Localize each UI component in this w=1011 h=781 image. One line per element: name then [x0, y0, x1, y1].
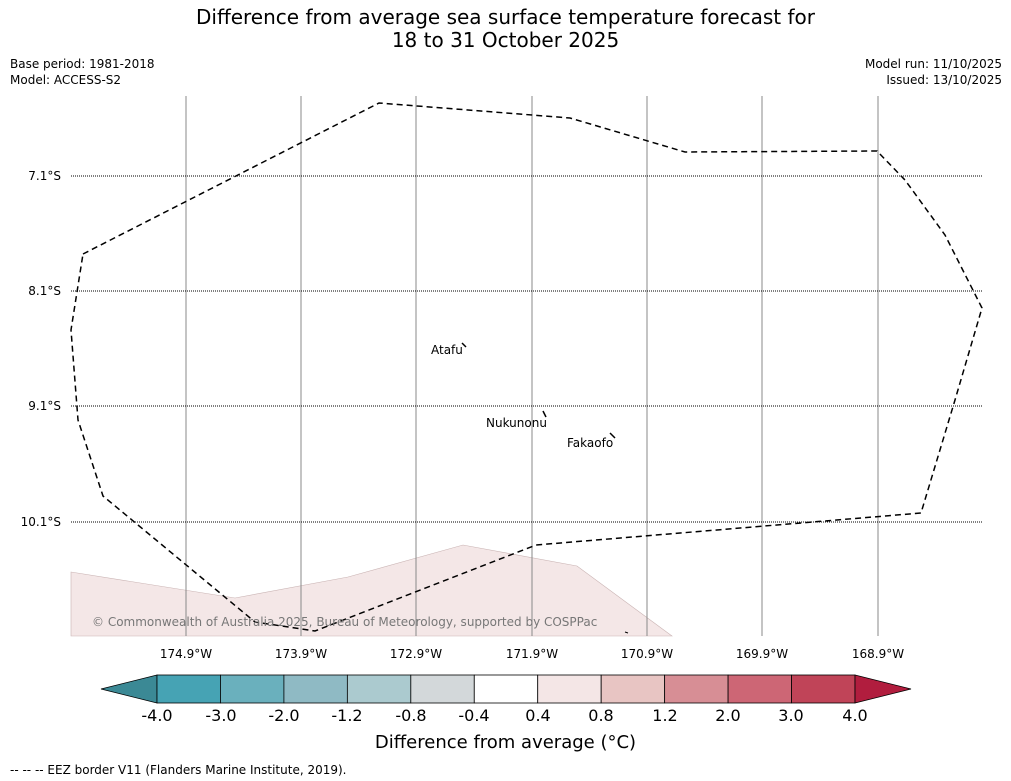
map-title: Difference from average sea surface temp… — [0, 6, 1011, 52]
colorbar-min-extension — [100, 674, 158, 704]
fakaofo-island-shape — [609, 432, 616, 439]
islet-shape — [624, 631, 629, 634]
colorbar-bin — [156, 674, 221, 704]
place-fakaofo: Fakaofo — [567, 436, 614, 450]
nukunonu-island-shape — [542, 410, 547, 418]
cb-tick: -2.0 — [268, 706, 300, 725]
lon-label-168-9: 168.9°W — [851, 647, 905, 661]
lon-label-169-9: 169.9°W — [735, 647, 789, 661]
place-nukunonu: Nukunonu — [486, 416, 547, 430]
cb-tick: 3.0 — [778, 706, 804, 725]
colorbar-bin — [346, 674, 412, 704]
cb-tick: 0.8 — [588, 706, 614, 725]
cb-tick: 0.4 — [525, 706, 551, 725]
cb-tick: -0.4 — [458, 706, 490, 725]
colorbar-bin — [537, 674, 602, 704]
cb-tick: -4.0 — [141, 706, 173, 725]
colorbar-bin — [283, 674, 348, 704]
atafu-island-shape — [461, 342, 467, 348]
colorbar-bin — [220, 674, 285, 704]
cb-tick: 2.0 — [715, 706, 741, 725]
cb-tick: -0.8 — [395, 706, 427, 725]
meta-left: Base period: 1981-2018 Model: ACCESS-S2 — [10, 56, 155, 88]
model-run: Model run: 11/10/2025 — [864, 57, 1002, 71]
lat-label-8-1: 8.1°S — [28, 284, 61, 298]
copyright-notice: © Commonwealth of Australia 2025, Bureau… — [92, 615, 598, 629]
lon-label-172-9: 172.9°W — [389, 647, 443, 661]
title-line-2: 18 to 31 October 2025 — [391, 28, 620, 52]
colorbar-bin — [410, 674, 475, 704]
colorbar-bin — [473, 674, 539, 704]
lon-label-171-9: 171.9°W — [505, 647, 559, 661]
colorbar-bin — [791, 674, 856, 704]
model-name: Model: ACCESS-S2 — [10, 73, 122, 87]
lon-label-173-9: 173.9°W — [274, 647, 328, 661]
cb-tick: 1.2 — [652, 706, 678, 725]
colorbar-max-extension — [854, 674, 912, 704]
longitude-gridlines — [185, 96, 879, 636]
lat-label-9-1: 9.1°S — [28, 399, 61, 413]
colorbar-bins — [156, 674, 856, 704]
colorbar — [100, 674, 912, 704]
cb-tick: -1.2 — [331, 706, 363, 725]
colorbar-label: Difference from average (°C) — [374, 732, 637, 753]
eez-border — [70, 102, 983, 632]
issued-date: Issued: 13/10/2025 — [886, 73, 1002, 87]
colorbar-bin — [600, 674, 666, 704]
anomaly-shading — [70, 544, 673, 637]
latitude-gridlines — [71, 175, 982, 523]
lat-label-7-1: 7.1°S — [28, 169, 61, 183]
title-line-1: Difference from average sea surface temp… — [195, 5, 815, 29]
meta-right: Model run: 11/10/2025 Issued: 13/10/2025 — [865, 56, 1002, 88]
eez-legend-footnote: -- -- -- EEZ border V11 (Flanders Marine… — [10, 763, 347, 777]
lon-label-174-9: 174.9°W — [159, 647, 213, 661]
base-period: Base period: 1981-2018 — [10, 57, 155, 71]
colorbar-bin — [664, 674, 729, 704]
place-atafu: Atafu — [431, 343, 463, 357]
cb-tick: -3.0 — [205, 706, 237, 725]
lon-label-170-9: 170.9°W — [620, 647, 674, 661]
colorbar-bin — [727, 674, 792, 704]
lat-label-10-1: 10.1°S — [20, 515, 61, 529]
cb-tick: 4.0 — [842, 706, 868, 725]
